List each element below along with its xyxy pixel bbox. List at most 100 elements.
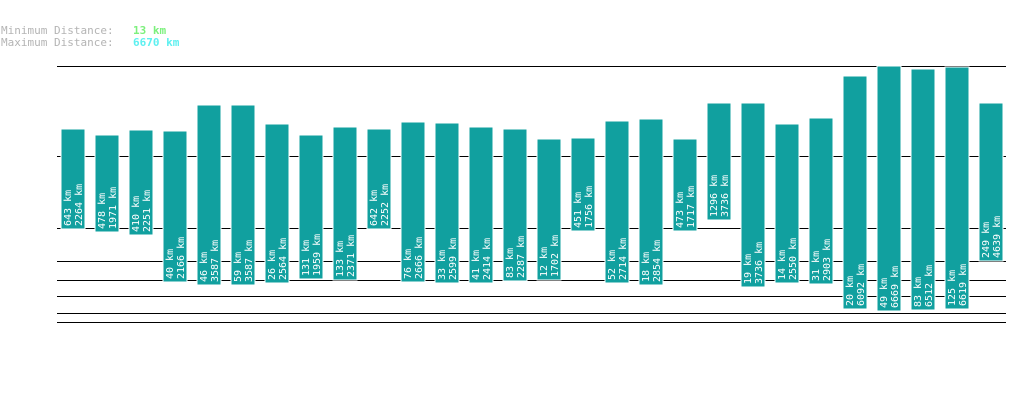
- bar-label-high-4: 3587 km: [210, 240, 221, 282]
- bar-label-high-21: 2550 km: [788, 238, 799, 280]
- max-distance-row: Maximum Distance: 6670 km: [1, 37, 179, 49]
- bar-17: 18 km 2854 km: [638, 118, 664, 286]
- min-distance-value: 13 km: [133, 24, 167, 37]
- max-distance-label: Maximum Distance:: [1, 36, 114, 49]
- min-distance-row: Minimum Distance: 13 km: [1, 25, 179, 37]
- bar-label-high-5: 3587 km: [244, 240, 255, 282]
- bar-label-high-25: 6512 km: [924, 265, 935, 307]
- bar-label-low-20: 19 km: [743, 254, 754, 284]
- bar-label-high-23: 6092 km: [856, 264, 867, 306]
- bar-10: 76 km 2666 km: [400, 121, 426, 283]
- bar-label-high-1: 1971 km: [108, 187, 119, 229]
- min-distance-label: Minimum Distance:: [1, 24, 114, 37]
- bar-18: 473 km 1717 km: [672, 138, 698, 232]
- bar-label-low-9: 642 km: [369, 190, 380, 226]
- bar-label-high-15: 1756 km: [584, 186, 595, 228]
- bar-rect-2: [128, 129, 154, 236]
- bar-26: 125 km 6619 km: [944, 66, 970, 310]
- bar-label-low-12: 41 km: [471, 250, 482, 280]
- bar-rect-16: [604, 120, 630, 284]
- bar-label-low-2: 410 km: [131, 196, 142, 232]
- bar-8: 133 km 2371 km: [332, 126, 358, 281]
- bar-15: 451 km 1756 km: [570, 137, 596, 232]
- bar-label-low-25: 83 km: [913, 277, 924, 307]
- bar-label-low-7: 131 km: [301, 240, 312, 276]
- bar-label-high-16: 2714 km: [618, 238, 629, 280]
- bar-23: 20 km 6092 km: [842, 75, 868, 310]
- bar-label-high-7: 1959 km: [312, 234, 323, 276]
- bar-label-low-10: 76 km: [403, 249, 414, 279]
- bar-rect-20: [740, 102, 766, 288]
- bar-rect-27: [978, 102, 1004, 262]
- bar-label-low-15: 451 km: [573, 192, 584, 228]
- bar-label-high-22: 2903 km: [822, 239, 833, 281]
- bar-label-low-23: 20 km: [845, 276, 856, 306]
- bar-label-high-3: 2166 km: [176, 237, 187, 279]
- bar-rect-3: [162, 130, 188, 283]
- bar-label-low-4: 46 km: [199, 252, 210, 282]
- bar-label-high-18: 1717 km: [686, 186, 697, 228]
- bar-label-high-2: 2251 km: [142, 190, 153, 232]
- bar-label-low-0: 643 km: [63, 190, 74, 226]
- bar-label-high-6: 2564 km: [278, 238, 289, 280]
- bar-19: 1296 km 3736 km: [706, 102, 732, 221]
- bar-label-high-20: 3736 km: [754, 242, 765, 284]
- bar-label-low-24: 49 km: [879, 278, 890, 308]
- bar-25: 83 km 6512 km: [910, 68, 936, 311]
- bar-rect-19: [706, 102, 732, 221]
- bar-label-high-11: 2599 km: [448, 238, 459, 280]
- bar-20: 19 km 3736 km: [740, 102, 766, 288]
- bar-7: 131 km 1959 km: [298, 134, 324, 280]
- bar-rect-25: [910, 68, 936, 311]
- bar-rect-0: [60, 128, 86, 230]
- bar-24: 49 km 6669 km: [876, 65, 902, 312]
- bar-label-low-26: 125 km: [947, 270, 958, 306]
- bar-rect-7: [298, 134, 324, 280]
- bar-label-high-9: 2252 km: [380, 184, 391, 226]
- bar-rect-23: [842, 75, 868, 310]
- bar-rect-18: [672, 138, 698, 232]
- bar-rect-12: [468, 126, 494, 284]
- bar-label-low-19: 1296 km: [709, 175, 720, 217]
- bar-5: 59 km 3587 km: [230, 104, 256, 286]
- bar-label-low-11: 33 km: [437, 250, 448, 280]
- bar-2: 410 km 2251 km: [128, 129, 154, 236]
- bar-label-high-14: 1702 km: [550, 235, 561, 277]
- bar-0: 643 km 2264 km: [60, 128, 86, 230]
- bar-label-low-8: 133 km: [335, 241, 346, 277]
- bar-rect-9: [366, 128, 392, 230]
- bar-11: 33 km 2599 km: [434, 122, 460, 284]
- bar-label-high-12: 2414 km: [482, 238, 493, 280]
- bar-label-low-22: 31 km: [811, 251, 822, 281]
- bar-label-low-27: 249 km: [981, 222, 992, 258]
- bar-rect-6: [264, 123, 290, 284]
- bar-21: 14 km 2550 km: [774, 123, 800, 284]
- bar-27: 249 km 4639 km: [978, 102, 1004, 262]
- bar-label-low-6: 26 km: [267, 250, 278, 280]
- bar-label-high-26: 6619 km: [958, 264, 969, 306]
- bar-label-low-17: 18 km: [641, 252, 652, 282]
- bar-label-low-18: 473 km: [675, 192, 686, 228]
- bar-label-high-10: 2666 km: [414, 237, 425, 279]
- distance-summary: Minimum Distance: 13 km Maximum Distance:…: [1, 25, 179, 49]
- bar-label-low-14: 12 km: [539, 247, 550, 277]
- bar-1: 478 km 1971 km: [94, 134, 120, 233]
- bar-rect-10: [400, 121, 426, 283]
- max-distance-value: 6670 km: [133, 36, 180, 49]
- bar-label-high-27: 4639 km: [992, 216, 1003, 258]
- bar-label-high-13: 2287 km: [516, 236, 527, 278]
- bar-3: 40 km 2166 km: [162, 130, 188, 283]
- bar-label-high-8: 2371 km: [346, 235, 357, 277]
- bar-rect-22: [808, 117, 834, 285]
- bar-rect-4: [196, 104, 222, 286]
- bar-label-low-1: 478 km: [97, 193, 108, 229]
- bar-13: 83 km 2287 km: [502, 128, 528, 282]
- bars: 643 km 2264 km 478 km 1971 km 410 km 2251 km4…: [60, 65, 1004, 312]
- bar-rect-26: [944, 66, 970, 310]
- bar-rect-8: [332, 126, 358, 281]
- bar-label-low-3: 40 km: [165, 249, 176, 279]
- bar-label-high-0: 2264 km: [74, 184, 85, 226]
- bar-label-low-21: 14 km: [777, 250, 788, 280]
- bar-22: 31 km 2903 km: [808, 117, 834, 285]
